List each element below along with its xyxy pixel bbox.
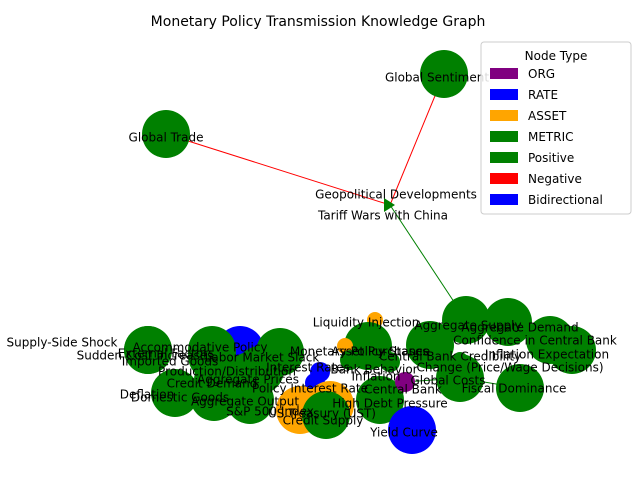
node-label-domestic-goods: Domestic Goods xyxy=(131,391,229,405)
legend: Node Type ORG RATE ASSET METRIC Positive Nega… xyxy=(480,41,632,215)
node-label-aggregate-output: Aggregate Output xyxy=(191,395,299,409)
node-sudden-cost xyxy=(124,326,172,374)
legend-swatch-asset xyxy=(490,110,518,121)
node-label-yield-curve: Yield Curve xyxy=(369,426,438,440)
node-credit-supply xyxy=(302,391,350,439)
node-label-credit-demand: Credit Demand xyxy=(167,377,258,391)
node-aggregate-demand xyxy=(484,298,532,346)
node-label-policy-rate: Policy Interest Rate xyxy=(252,382,368,396)
edge-global-trade-to-tariff-wars xyxy=(165,133,391,206)
node-label-global-costs: Global Costs xyxy=(410,374,485,388)
legend-label-asset: ASSET xyxy=(528,109,567,123)
node-label-central-bank: Central Bank xyxy=(364,383,442,397)
graph-labels: Global Sentiment Global Trade Geopolitical… xyxy=(7,71,617,440)
node-label-credit-supply: Credit Supply xyxy=(283,414,364,428)
legend-label-negative: Negative xyxy=(528,172,582,186)
legend-swatch-negative xyxy=(490,173,518,184)
node-global-sentiment xyxy=(420,50,468,98)
legend-swatch-rate xyxy=(490,89,518,100)
graph-nodes xyxy=(124,50,596,454)
node-asset-purchases xyxy=(337,338,353,354)
node-label-global-sentiment: Global Sentiment xyxy=(385,71,489,85)
legend-swatch-bidirectional xyxy=(490,194,518,205)
node-label-inflation-expectation: Inflation Expectation xyxy=(485,348,609,362)
node-label-sudden-cost: Sudden Cost Increases xyxy=(77,349,214,363)
legend-label-bidirectional: Bidirectional xyxy=(528,193,603,207)
node-label-sp500: S&P 500 Index xyxy=(226,405,314,419)
node-central-bank xyxy=(395,372,415,392)
node-label-deflation: Deflation xyxy=(120,388,175,402)
node-label-monetary-stance: Monetary Policy Stance xyxy=(290,345,430,359)
legend-label-org: ORG xyxy=(528,67,555,81)
legend-label-positive: Positive xyxy=(528,151,574,165)
node-label-high-debt: High Debt Pressure xyxy=(332,397,447,411)
node-bank-behavior xyxy=(340,350,360,370)
node-aggregate-output xyxy=(226,376,274,424)
node-deflation xyxy=(151,369,199,417)
node-label-tariff-wars: Tariff Wars with China xyxy=(317,209,448,223)
node-inflation xyxy=(380,352,400,372)
node-label-aggregate-prices: Aggregate Prices xyxy=(197,373,299,387)
node-label-liquidity: Liquidity Injection xyxy=(313,316,420,330)
legend-swatch-org xyxy=(490,68,518,79)
node-global-costs xyxy=(436,354,484,402)
legend-items: ORG RATE ASSET METRIC Positive Negative Bidire… xyxy=(490,67,603,207)
node-label-aggregate-supply: Aggregate Supply xyxy=(414,319,521,333)
node-label-imported-goods: Imported Goods xyxy=(122,355,219,369)
node-aggregate-supply xyxy=(442,296,490,344)
legend-label-rate: RATE xyxy=(528,88,558,102)
node-yield-curve xyxy=(388,406,436,454)
node-label-production: Production/Distribution xyxy=(158,365,296,379)
node-cb-credibility xyxy=(406,321,454,369)
node-label-global-trade: Global Trade xyxy=(129,131,204,145)
node-label-accommodative: Accommodative Policy xyxy=(132,341,267,355)
node-label-bank-behavior: Bank Behavior xyxy=(330,363,417,377)
node-label-asset-purchases: Asset Purchases xyxy=(331,345,428,359)
legend-label-metric: METRIC xyxy=(528,130,574,144)
node-label-change: Change (Price/Wage Decisions) xyxy=(416,361,603,375)
node-global-trade xyxy=(142,110,190,158)
node-label-labor-slack: Labor Market Slack xyxy=(205,351,320,365)
node-label-supply-shock: Supply-Side Shock xyxy=(7,336,118,350)
legend-frame xyxy=(480,41,632,215)
node-label-us-treasury: US Treasury (UST) xyxy=(268,407,376,421)
node-label-interest-rates: Interest Rates xyxy=(266,361,350,375)
node-label-fiscal-dominance: Fiscal Dominance xyxy=(462,382,567,396)
node-high-debt xyxy=(356,376,404,424)
node-label-aggregate-demand: Aggregate Demand xyxy=(461,321,578,335)
legend-swatch-metric xyxy=(490,131,518,142)
legend-swatch-positive xyxy=(490,152,518,163)
node-label-confidence: Confidence in Central Bank xyxy=(453,334,617,348)
node-label-cb-credibility: Central Bank Credibility xyxy=(379,350,521,364)
node-label-inflation: Inflation xyxy=(351,370,400,384)
tariff-arrowhead xyxy=(384,198,395,212)
node-domestic-goods xyxy=(190,373,238,421)
legend-title: Node Type xyxy=(525,49,588,63)
node-fiscal-dominance xyxy=(496,364,544,412)
node-inflation-expectation xyxy=(548,326,596,374)
graph-title: Monetary Policy Transmission Knowledge G… xyxy=(151,14,486,30)
node-label-external-factors: External Factors xyxy=(118,347,215,361)
node-label-geopolitical: Geopolitical Developments xyxy=(315,188,477,202)
